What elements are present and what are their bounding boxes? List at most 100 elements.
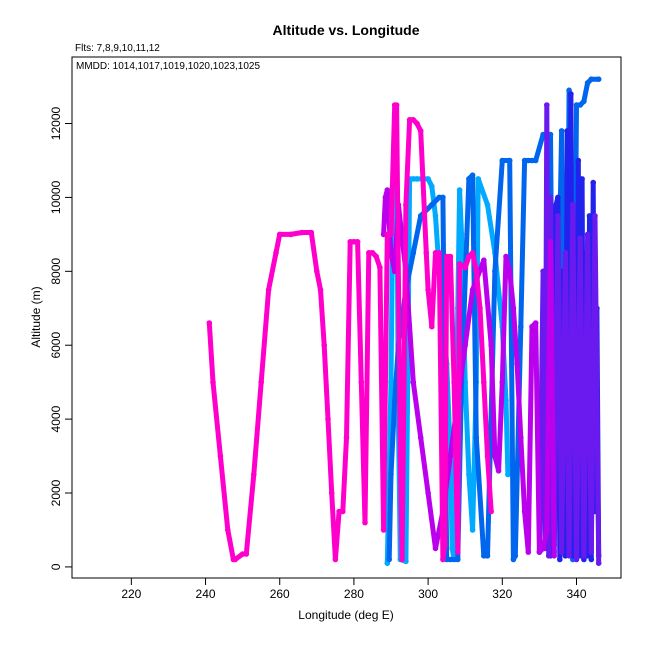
data-point [532,320,539,326]
data-point [447,453,454,459]
series-2 [386,76,602,563]
data-point [568,91,574,97]
data-point [551,553,557,559]
data-point [432,545,439,552]
data-point [399,556,405,563]
data-point [417,128,424,134]
x-tick-label: 280 [344,587,364,601]
data-point [529,323,535,330]
data-point [340,508,346,515]
data-point [577,102,583,108]
data-point [481,379,487,386]
data-point [455,556,461,563]
data-point [429,183,435,190]
data-point [388,379,394,386]
data-point [423,250,430,256]
data-point [388,250,394,256]
data-point [462,264,469,271]
y-tick-label: 4000 [49,405,63,432]
data-point [553,202,559,208]
data-point [386,556,393,563]
data-point [521,508,528,515]
data-point [388,231,394,238]
data-point [545,553,552,559]
data-point [288,231,294,238]
data-point [449,545,456,552]
data-point [273,250,279,256]
data-point [343,434,350,441]
data-point [466,471,472,478]
data-point [440,194,446,201]
data-point [391,397,398,404]
data-point [540,545,546,552]
plot-frame [71,56,622,579]
data-point [481,257,487,264]
data-point [473,268,480,275]
x-tick-label: 320 [492,587,512,601]
data-point [332,556,339,563]
data-point [562,250,569,256]
data-point [566,553,572,559]
data-point [377,264,383,271]
data-point [425,287,431,293]
data-point [225,527,231,533]
data-point [492,268,498,275]
data-point [397,453,404,459]
data-point [436,250,443,256]
y-tick-label: 2000 [49,479,63,506]
data-point [477,305,483,312]
data-point [384,187,391,193]
data-point [243,551,250,557]
data-point [484,202,491,208]
data-point [251,471,257,478]
data-point [488,342,495,349]
data-point [276,231,283,238]
data-point [575,157,582,164]
data-point [417,434,424,441]
data-point [505,471,511,478]
data-point [425,490,431,496]
data-point [456,187,463,193]
y-tick-label: 8000 [49,258,63,285]
data-point [518,323,524,330]
data-point [495,468,502,474]
data-point [456,261,463,267]
data-point [506,157,513,164]
x-tick-label: 220 [121,587,141,601]
x-tick-label: 340 [566,587,586,601]
data-point [544,527,550,533]
data-point [369,250,376,256]
data-point [466,176,472,182]
data-point [555,194,561,201]
data-point [321,342,328,349]
y-tick-label: 0 [49,563,63,570]
x-axis: 220 240 260 280 300 320 340 [121,578,587,601]
data-point [540,268,546,275]
data-point [557,556,563,563]
data-point [314,268,320,275]
data-point [410,379,417,386]
data-point [373,253,380,260]
data-point [328,490,335,496]
series-6 [206,102,495,563]
data-point [595,76,602,82]
dates-note: MMDD: 1014,1017,1019,1020,1023,1025 [76,61,260,72]
data-point [455,549,461,555]
data-point [380,527,387,533]
data-point [462,342,469,349]
chart-title: Altitude vs. Longitude [273,22,420,38]
data-point [299,229,305,236]
data-point [265,287,272,293]
series-layer [206,76,602,566]
data-point [325,416,331,422]
data-point [475,176,482,182]
data-point [581,553,587,559]
data-point [403,202,409,208]
data-point [358,379,365,386]
data-point [382,194,389,201]
data-point [588,549,595,555]
data-point [492,453,498,459]
y-axis: 0 2000 4000 6000 8000 10000 12000 [49,107,72,570]
data-point [469,172,476,178]
data-point [429,202,435,208]
